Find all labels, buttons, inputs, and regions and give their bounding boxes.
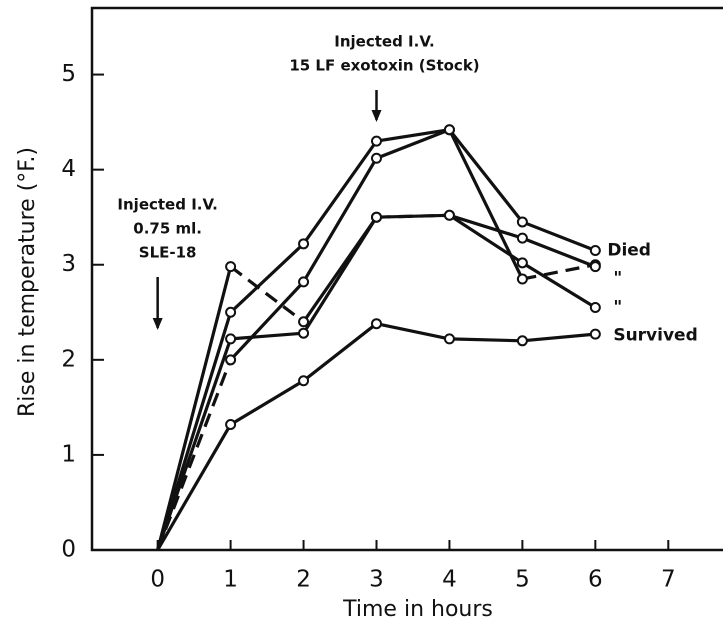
data-point: [443, 333, 455, 345]
y-tick-label: 1: [61, 441, 76, 467]
data-point: [298, 375, 310, 387]
line-segment: [156, 423, 232, 551]
data-point: [225, 306, 237, 318]
data-point: [370, 318, 382, 330]
y-tick-label: 5: [61, 61, 76, 87]
data-point: [370, 211, 382, 223]
line-segment: [375, 128, 451, 160]
line-segment: [521, 261, 597, 309]
line-segment: [449, 337, 523, 343]
line-segment: [302, 322, 378, 383]
line-segment: [229, 265, 305, 324]
x-tick-label: 4: [442, 567, 457, 593]
x-tick-label: 3: [369, 567, 384, 593]
data-point: [225, 333, 237, 345]
annotation: SLE-18: [139, 244, 197, 262]
y-axis-title: Rise in temperature (°F.): [15, 147, 40, 417]
x-tick-label: 2: [296, 567, 311, 593]
line-segment: [156, 338, 233, 551]
line-segment: [302, 140, 378, 245]
series-label: Survived: [613, 326, 697, 346]
line-segment: [302, 157, 378, 283]
x-tick-label: 6: [588, 567, 603, 593]
data-point: [370, 152, 382, 164]
data-point: [516, 257, 528, 269]
data-point: [589, 328, 601, 340]
series-label: ": [613, 298, 622, 318]
series-label: Died: [607, 240, 651, 260]
x-tick-label: 0: [150, 567, 165, 593]
line-segment: [521, 220, 596, 252]
x-tick-label: 7: [661, 567, 676, 593]
annotation-arrowhead: [371, 110, 382, 122]
line-segment: [376, 322, 450, 341]
line-segment: [302, 216, 378, 335]
x-axis-title: Time in hours: [342, 597, 493, 622]
data-point: [443, 209, 455, 221]
data-point: [516, 273, 528, 285]
data-point: [225, 418, 237, 430]
data-point: [298, 238, 310, 250]
line-segment: [522, 332, 596, 343]
annotation: 0.75 ml.: [133, 220, 202, 238]
line-segment: [522, 263, 596, 281]
line-segment: [521, 236, 596, 269]
data-point: [298, 316, 310, 328]
line-segment: [156, 266, 233, 551]
annotation: 15 LF exotoxin (Stock): [289, 57, 479, 75]
line-segment: [448, 213, 523, 240]
series-label: ": [613, 268, 622, 288]
annotation-arrowhead: [152, 318, 163, 330]
y-tick-label: 3: [61, 251, 76, 277]
data-point: [589, 261, 601, 273]
data-point: [516, 216, 528, 228]
line-segment: [376, 128, 450, 143]
y-tick-label: 2: [61, 346, 76, 372]
data-point: [298, 327, 310, 339]
data-point: [225, 354, 237, 366]
x-tick-label: 5: [515, 567, 530, 593]
line-segment: [448, 128, 524, 223]
y-tick-label: 0: [61, 537, 76, 563]
line-segment: [229, 242, 305, 314]
plot-frame: [90, 6, 723, 552]
line-segment: [229, 280, 305, 361]
y-tick-label: 4: [61, 156, 76, 182]
data-point: [370, 135, 382, 147]
line-segment: [376, 213, 450, 219]
data-point: [443, 124, 455, 136]
data-point: [516, 232, 528, 244]
line-segment: [229, 379, 305, 426]
annotation: Injected I.V.: [117, 196, 217, 214]
line-segment: [230, 331, 304, 341]
data-point: [589, 244, 601, 256]
line-segment: [448, 213, 524, 265]
data-point: [589, 302, 601, 314]
data-point: [298, 276, 310, 288]
data-point: [516, 335, 528, 347]
x-tick-label: 1: [223, 567, 238, 593]
data-point: [225, 261, 237, 273]
annotation: Injected I.V.: [334, 33, 434, 51]
